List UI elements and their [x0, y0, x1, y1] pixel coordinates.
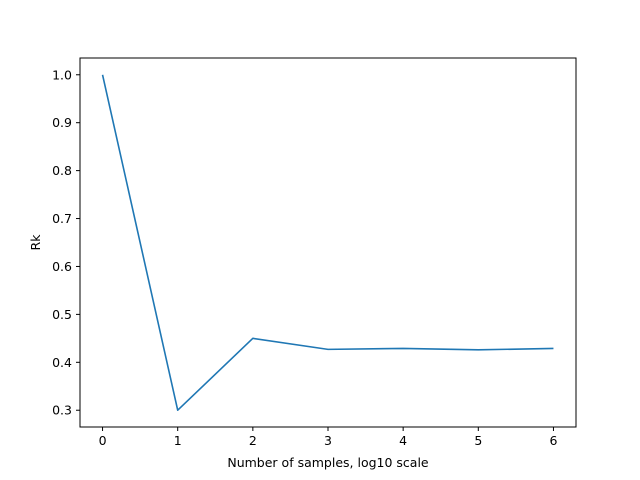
y-tick-label: 0.4 — [52, 355, 72, 370]
y-tick-label: 0.8 — [52, 163, 72, 178]
series-line-0 — [101, 74, 554, 412]
y-axis: 0.3 0.4 0.5 0.6 0.7 0.8 0.9 1.0 — [52, 67, 80, 418]
y-tick-label: 0.7 — [52, 211, 72, 226]
y-tick-label: 0.3 — [52, 403, 72, 418]
y-tick-label: 0.9 — [52, 115, 72, 130]
x-axis: 0 1 2 3 4 5 6 — [99, 427, 557, 448]
x-tick-label: 6 — [549, 433, 557, 448]
x-tick-label: 1 — [174, 433, 182, 448]
y-tick-label: 0.5 — [52, 307, 72, 322]
x-tick-label: 3 — [324, 433, 332, 448]
series-layer — [101, 74, 554, 412]
y-axis-label: Rk — [28, 234, 43, 251]
x-tick-label: 0 — [99, 433, 107, 448]
x-tick-label: 2 — [249, 433, 257, 448]
y-tick-label: 0.6 — [52, 259, 72, 274]
y-tick-label: 1.0 — [52, 67, 72, 82]
x-tick-label: 5 — [474, 433, 482, 448]
x-axis-label: Number of samples, log10 scale — [227, 455, 429, 470]
x-tick-label: 4 — [399, 433, 407, 448]
